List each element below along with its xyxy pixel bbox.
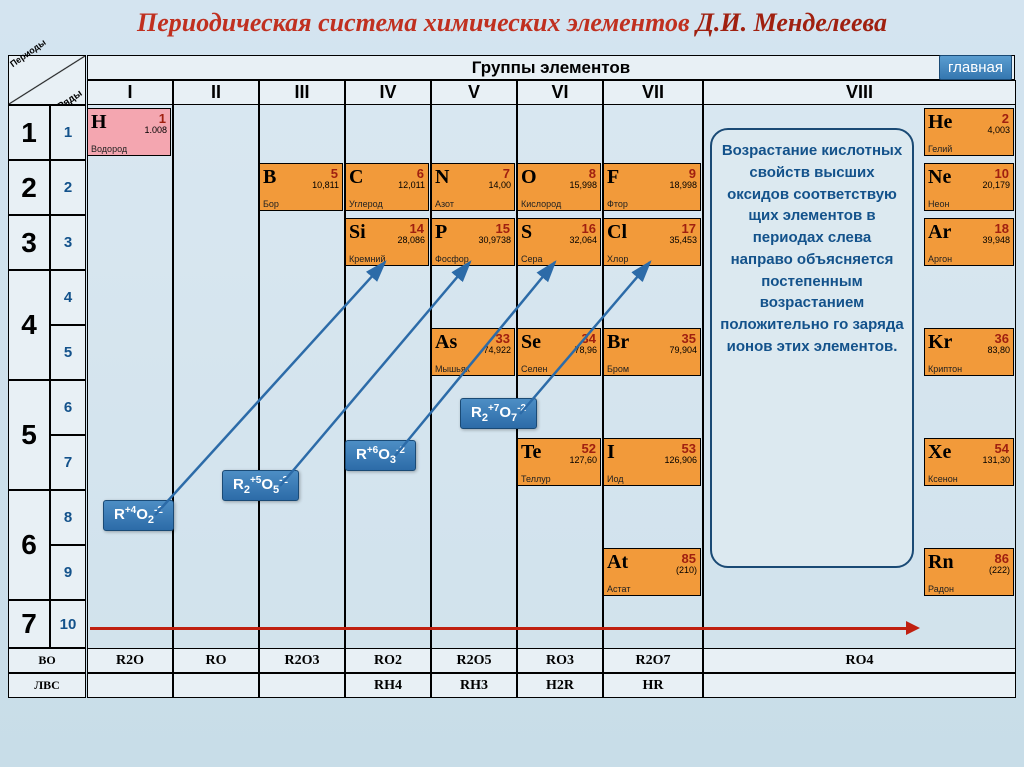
bottom-lvs-III	[259, 673, 345, 698]
bottom-vo-VI: RO3	[517, 648, 603, 673]
group-header-I: I	[87, 80, 173, 105]
bottom-lvs-IV: RH4	[345, 673, 431, 698]
main-button[interactable]: главная	[939, 55, 1012, 80]
diagonal-header: Периоды Ряды	[8, 55, 86, 105]
row-8: 8	[50, 490, 86, 545]
oxide-formula-3: R2+7O7-2	[460, 398, 537, 429]
bottom-vo-II: RO	[173, 648, 259, 673]
group-header-V: V	[431, 80, 517, 105]
element-Te: Te52127,60Теллур	[517, 438, 601, 486]
element-Ar: Ar1839,948Аргон	[924, 218, 1014, 266]
bottom-vo-VIII: RO4	[703, 648, 1016, 673]
bottom-lvs-V: RH3	[431, 673, 517, 698]
bottom-vo-III: R2O3	[259, 648, 345, 673]
element-Br: Br3579,904Бром	[603, 328, 701, 376]
period-1: 1	[8, 105, 50, 160]
period-5: 5	[8, 380, 50, 490]
bottom-label-vo_label: ВО	[8, 648, 86, 673]
row-3: 3	[50, 215, 86, 270]
row-4: 4	[50, 270, 86, 325]
group-header-VIII: VIII	[703, 80, 1016, 105]
element-P: P1530,9738Фосфор	[431, 218, 515, 266]
element-N: N714,00Азот	[431, 163, 515, 211]
element-Rn: Rn86(222)Радон	[924, 548, 1014, 596]
row-1: 1	[50, 105, 86, 160]
bottom-vo-IV: RO2	[345, 648, 431, 673]
element-S: S1632,064Сера	[517, 218, 601, 266]
row-7: 7	[50, 435, 86, 490]
element-Se: Se3478,96Селен	[517, 328, 601, 376]
column-I	[87, 105, 173, 682]
oxide-formula-1: R2+5O5-2	[222, 470, 299, 501]
bottom-vo-VII: R2O7	[603, 648, 703, 673]
period-2: 2	[8, 160, 50, 215]
element-Si: Si1428,086Кремний	[345, 218, 429, 266]
element-Xe: Xe54131,30Ксенон	[924, 438, 1014, 486]
group-header-VII: VII	[603, 80, 703, 105]
element-H: H11.008Водород	[87, 108, 171, 156]
element-Kr: Kr3683,80Криптон	[924, 328, 1014, 376]
bottom-vo-I: R2O	[87, 648, 173, 673]
element-Cl: Cl1735,453Хлор	[603, 218, 701, 266]
column-II	[173, 105, 259, 682]
period-3: 3	[8, 215, 50, 270]
element-At: At85(210)Астат	[603, 548, 701, 596]
groups-header: Группы элементов	[87, 55, 1015, 80]
row-9: 9	[50, 545, 86, 600]
element-C: C612,011Углерод	[345, 163, 429, 211]
period-7: 7	[8, 600, 50, 648]
element-I: I53126,906Иод	[603, 438, 701, 486]
bottom-lvs-I	[87, 673, 173, 698]
bottom-lvs-VII: HR	[603, 673, 703, 698]
page-title: Периодическая система химических элемент…	[0, 0, 1024, 46]
element-Ne: Ne1020,179Неон	[924, 163, 1014, 211]
explanation-callout: Возрастание кислотных свойств высших окс…	[710, 128, 914, 568]
group-header-IV: IV	[345, 80, 431, 105]
row-2: 2	[50, 160, 86, 215]
period-4: 4	[8, 270, 50, 380]
period-6: 6	[8, 490, 50, 600]
row-5: 5	[50, 325, 86, 380]
oxide-formula-0: R+4O2-2	[103, 500, 174, 531]
bottom-vo-V: R2O5	[431, 648, 517, 673]
bottom-label-lvs_label: ЛВС	[8, 673, 86, 698]
element-He: He24,003Гелий	[924, 108, 1014, 156]
group-header-VI: VI	[517, 80, 603, 105]
trend-arrow-icon	[90, 627, 908, 630]
row-6: 6	[50, 380, 86, 435]
element-As: As3374,922Мышьяк	[431, 328, 515, 376]
bottom-lvs-VIII	[703, 673, 1016, 698]
bottom-lvs-II	[173, 673, 259, 698]
oxide-formula-2: R+6O3-2	[345, 440, 416, 471]
element-F: F918,998Фтор	[603, 163, 701, 211]
element-B: B510,811Бор	[259, 163, 343, 211]
group-header-III: III	[259, 80, 345, 105]
element-O: O815,998Кислород	[517, 163, 601, 211]
bottom-lvs-VI: H2R	[517, 673, 603, 698]
group-header-II: II	[173, 80, 259, 105]
row-10: 10	[50, 600, 86, 648]
